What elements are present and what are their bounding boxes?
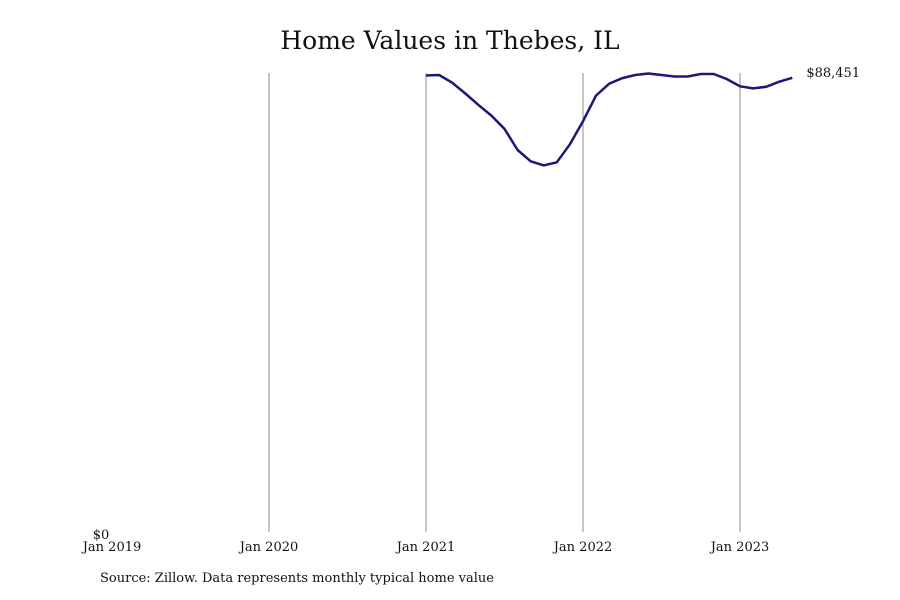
x-tick-label: Jan 2020	[238, 540, 299, 555]
y-tick-label: $0	[93, 528, 110, 543]
labels-layer: Jan 2019 Jan 2020 Jan 2021 Jan 2022 Jan 2023…	[81, 66, 860, 555]
end-value-label: $88,451	[806, 66, 860, 81]
source-note: Source: Zillow. Data represents monthly …	[100, 571, 494, 586]
series-line-0	[425, 72, 793, 167]
chart-title: Home Values in Thebes, IL	[280, 26, 620, 55]
series-layer	[425, 72, 793, 167]
x-tick-label: Jan 2022	[552, 540, 613, 555]
x-tick-label: Jan 2021	[395, 540, 456, 555]
gridlines	[268, 73, 741, 532]
x-tick-label: Jan 2023	[709, 540, 770, 555]
x-tick-label: Jan 2019	[81, 540, 142, 555]
